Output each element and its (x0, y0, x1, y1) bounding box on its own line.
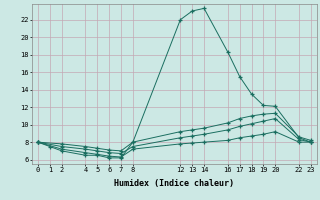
X-axis label: Humidex (Indice chaleur): Humidex (Indice chaleur) (115, 179, 234, 188)
